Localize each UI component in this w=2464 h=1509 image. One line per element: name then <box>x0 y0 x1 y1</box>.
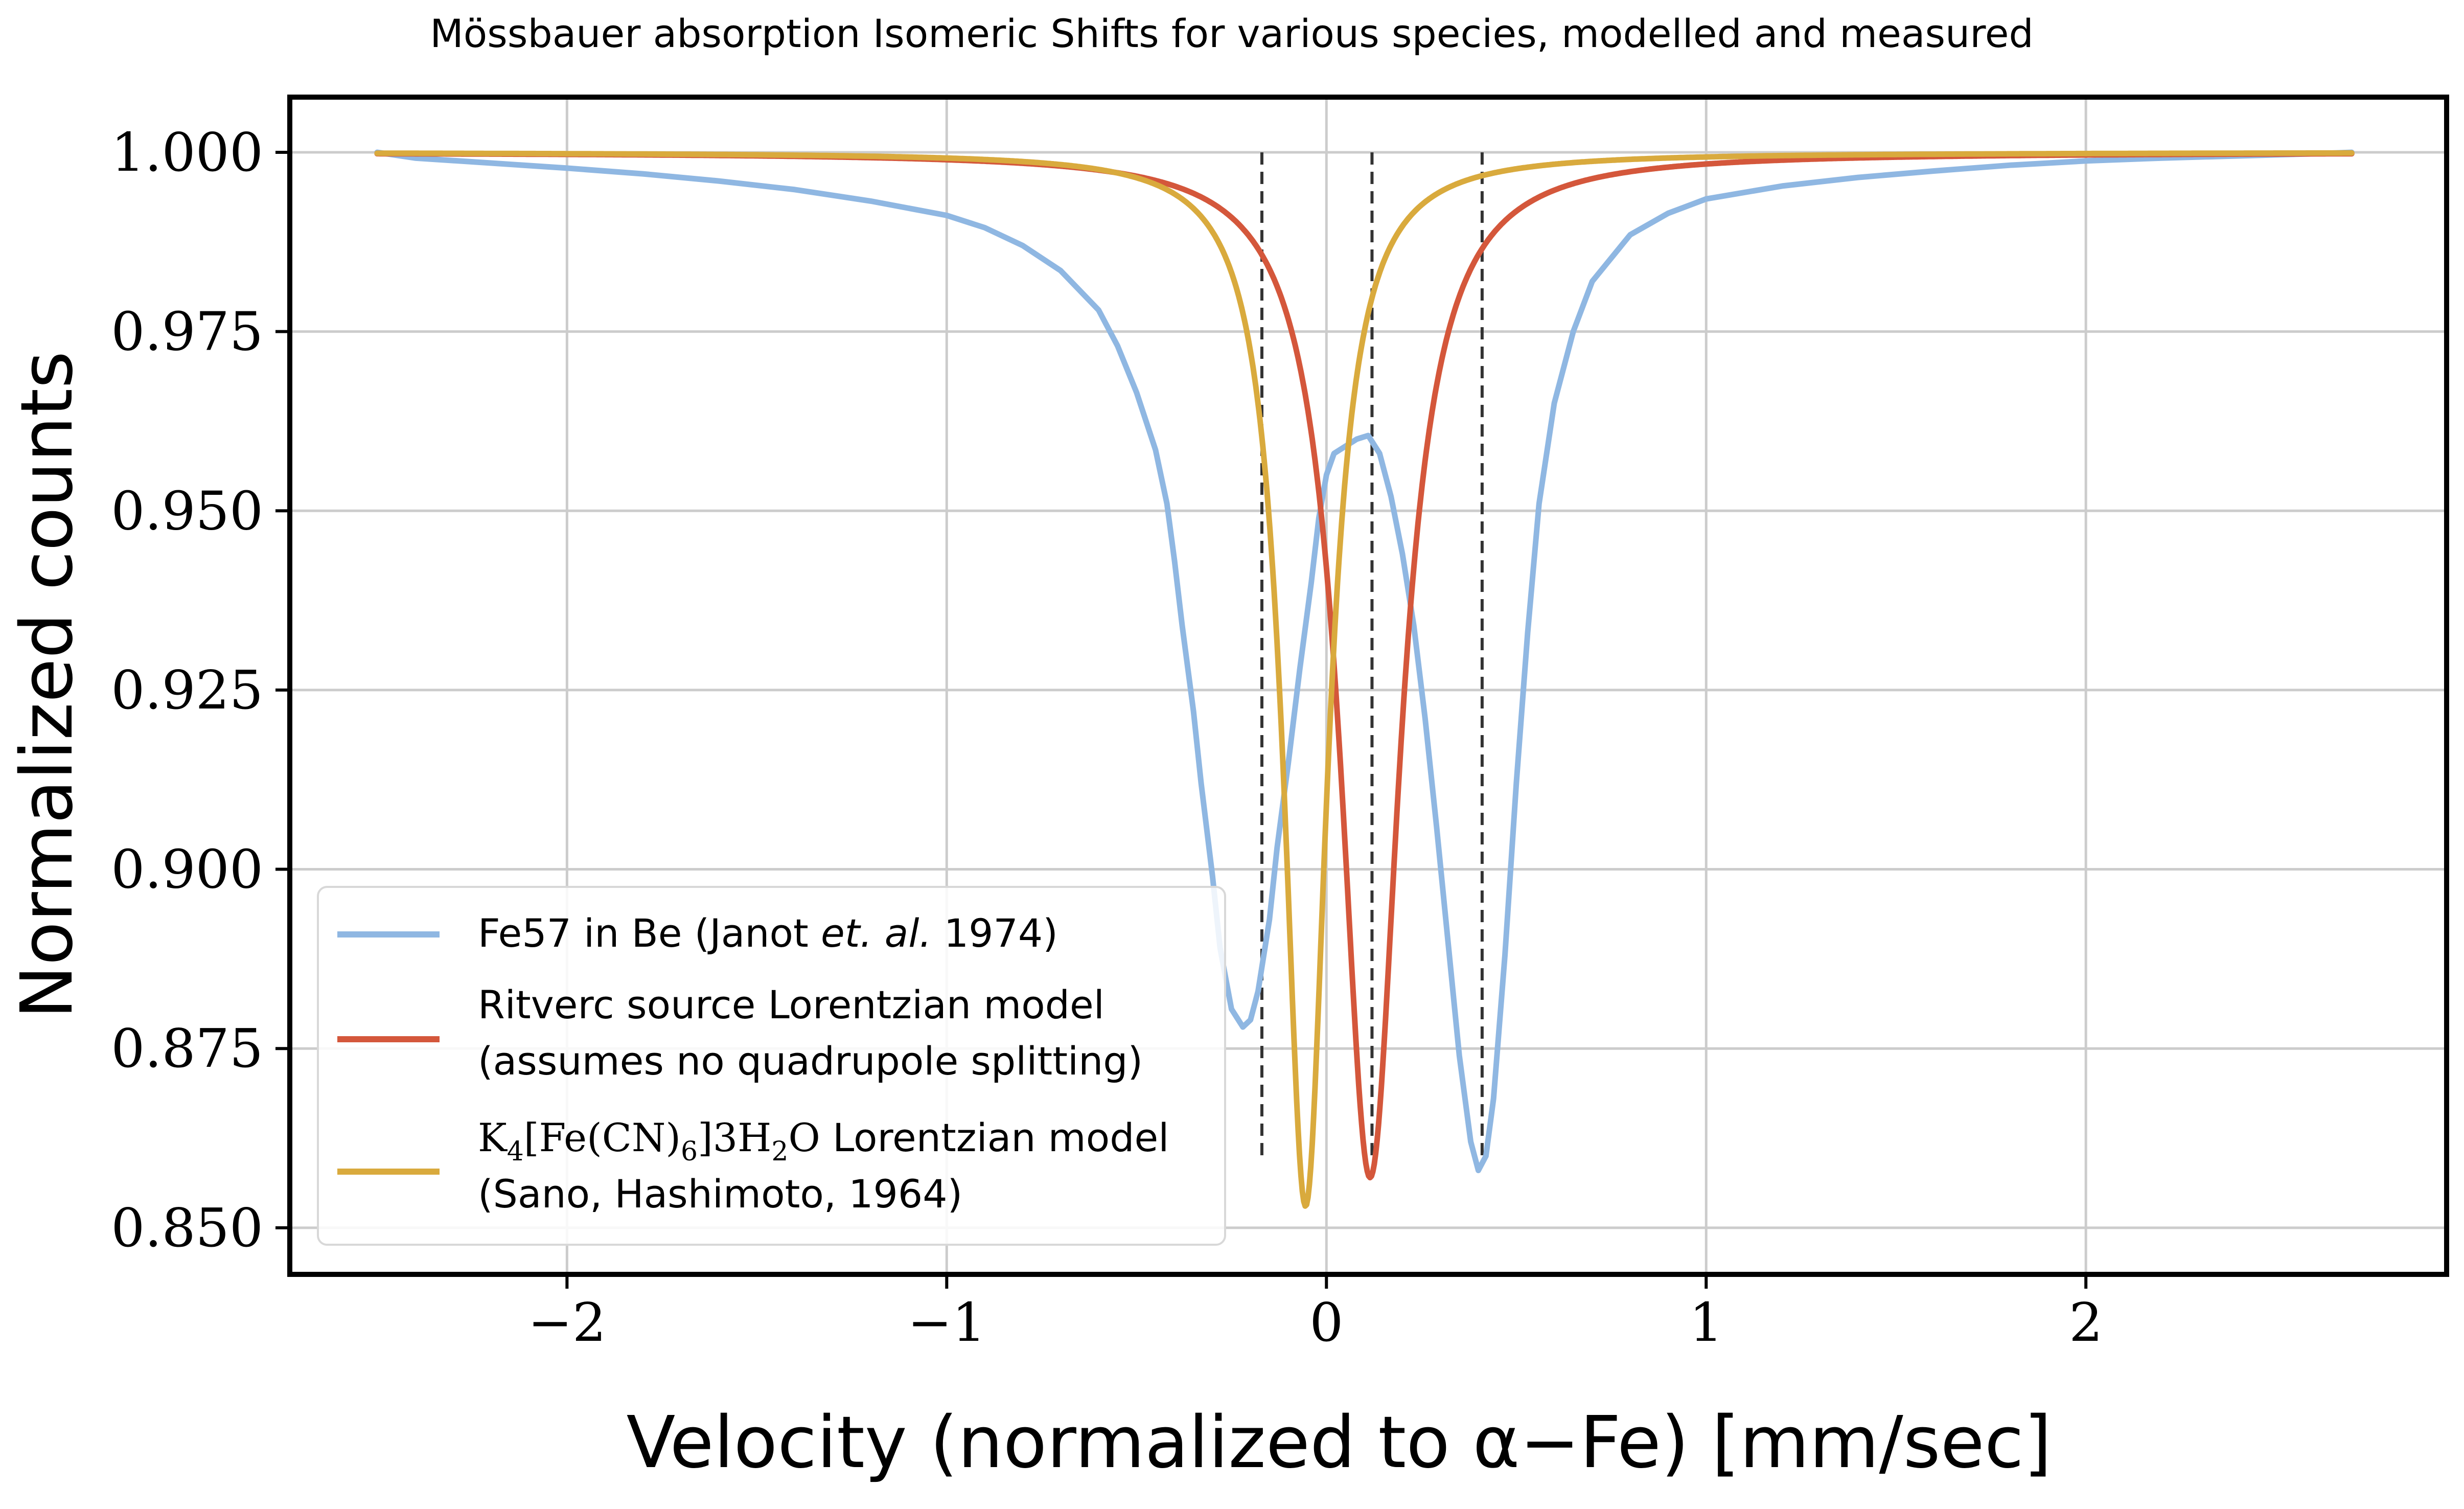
y-axis-label: Normalized counts <box>6 351 89 1019</box>
x-tick-label-0: −2 <box>528 1291 606 1354</box>
y-tick-label-6: 1.000 <box>111 121 263 184</box>
y-tick-label-1: 0.875 <box>111 1017 263 1080</box>
x-tick-label-2: 0 <box>1309 1291 1343 1354</box>
y-tick-label-4: 0.950 <box>111 479 263 542</box>
series-lines <box>374 149 2355 1209</box>
y-tick-label-0: 0.850 <box>111 1197 263 1259</box>
chart-title: Mössbauer absorption Isomeric Shifts for… <box>430 11 2034 56</box>
series-line-0 <box>374 149 2355 1174</box>
x-tick-label-4: 2 <box>2069 1291 2103 1354</box>
x-axis-ticks: −2 −1 0 1 2 <box>528 1274 2103 1354</box>
legend-label-ritverc-line1: Ritverc source Lorentzian model <box>478 982 1104 1027</box>
legend-label-k4fecn6-line2: (Sano, Hashimoto, 1964) <box>478 1171 962 1217</box>
y-tick-label-5: 0.975 <box>111 301 263 363</box>
x-tick-label-3: 1 <box>1689 1291 1723 1354</box>
x-axis-label: Velocity (normalized to α−Fe) [mm/sec] <box>627 1401 2052 1484</box>
legend-label-fe57: Fe57 in Be (Janot et. al. 1974) <box>478 910 1058 956</box>
legend-box <box>317 886 1226 1246</box>
series-line-2 <box>374 150 2355 1209</box>
y-tick-label-2: 0.900 <box>111 838 263 901</box>
legend-label-ritverc-line2: (assumes no quadrupole splitting) <box>478 1038 1143 1084</box>
y-axis-ticks: 0.850 0.875 0.900 0.925 0.950 0.975 1.000 <box>111 121 290 1259</box>
x-tick-label-1: −1 <box>908 1291 986 1354</box>
y-tick-label-3: 0.925 <box>111 659 263 721</box>
reference-lines <box>1260 152 1484 1156</box>
legend: Fe57 in Be (Janot et. al. 1974) Ritverc … <box>317 886 1226 1246</box>
plot-frame <box>287 95 2449 1277</box>
legend-label-k4fecn6-line1: K4[Fe(CN)6]3H2O Lorentzian model <box>478 1115 1169 1167</box>
